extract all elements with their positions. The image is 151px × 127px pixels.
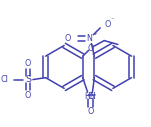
- Text: Cl: Cl: [1, 75, 8, 84]
- Text: HN: HN: [85, 92, 96, 101]
- Text: C: C: [88, 92, 93, 101]
- Text: S: S: [25, 75, 31, 84]
- Text: N: N: [87, 34, 92, 43]
- Text: O: O: [104, 20, 111, 29]
- Text: O: O: [65, 34, 71, 43]
- Text: O: O: [87, 107, 94, 116]
- Text: +: +: [93, 31, 98, 36]
- Text: O: O: [25, 59, 31, 68]
- Text: O: O: [25, 91, 31, 100]
- Text: O: O: [87, 44, 94, 53]
- Text: ⁻: ⁻: [111, 17, 114, 23]
